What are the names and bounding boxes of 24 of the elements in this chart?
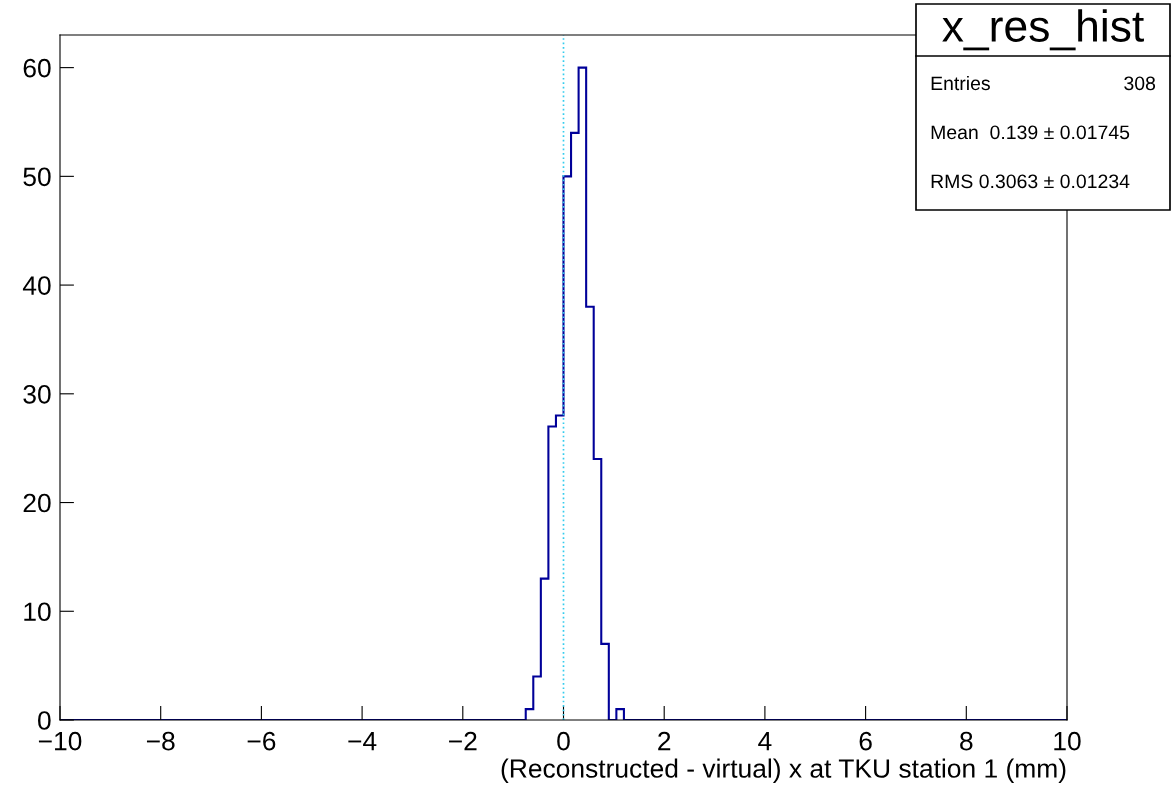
y-tick-label: 30: [23, 384, 51, 404]
annotation: Mean 0.139 ± 0.01745: [931, 125, 1130, 140]
x-tick-label: 0: [557, 731, 570, 751]
y-tick-label: 0: [38, 711, 51, 730]
x-tick-label: −6: [247, 731, 276, 751]
x-tick-label: 2: [658, 731, 671, 751]
x-tick-label: −4: [348, 732, 377, 751]
x-tick-label: 8: [960, 731, 973, 751]
x-axis-title: (Reconstructed - virtual) x at TKU station 1 (mm): [501, 758, 1066, 784]
y-tick-label: 20: [23, 493, 51, 513]
y-tick-label: 10: [24, 602, 51, 622]
chart-title: x_res_hist: [942, 9, 1144, 51]
x-tick-label: 6: [859, 731, 872, 751]
y-tick-label: 50: [23, 167, 51, 187]
x-tick-label: −2: [449, 731, 477, 751]
text: 308: [1124, 76, 1156, 91]
y-tick-label: 40: [22, 276, 51, 295]
x-tick-label: −8: [146, 731, 175, 751]
y-tick-label: 60: [23, 58, 51, 78]
x-tick-label: 4: [758, 732, 772, 751]
annotation: Entries: [931, 75, 990, 91]
x-tick-label: 10: [1054, 731, 1081, 751]
annotation: RMS 0.3063 ± 0.01234: [931, 174, 1130, 189]
x-tick-label: −10: [38, 731, 82, 751]
